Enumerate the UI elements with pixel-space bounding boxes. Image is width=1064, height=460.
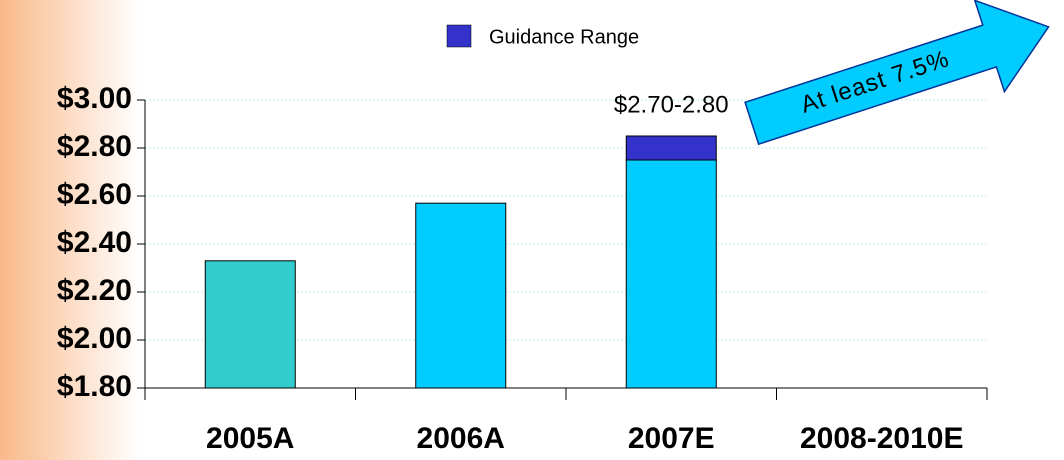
- x-tick-label: 2005A: [206, 422, 294, 455]
- bar: [625, 135, 717, 161]
- bar: [204, 260, 296, 389]
- y-tick-label: $2.80: [57, 130, 132, 163]
- legend-swatch: [446, 24, 472, 48]
- legend-label: Guidance Range: [489, 26, 639, 48]
- x-tick-label: 2006A: [417, 422, 505, 455]
- y-tick-label: $2.20: [57, 274, 132, 307]
- growth-arrow: At least 7.5%: [744, 0, 1050, 146]
- bar: [625, 159, 717, 389]
- y-tick-label: $1.80: [57, 370, 132, 403]
- background: [0, 0, 140, 460]
- arrow-shape: [744, 0, 1050, 146]
- y-tick-label: $2.00: [57, 322, 132, 355]
- y-tick-label: $2.60: [57, 178, 132, 211]
- bar: [415, 202, 507, 389]
- y-tick-label: $3.00: [57, 82, 132, 115]
- x-tick-label: 2008-2010E: [800, 422, 963, 455]
- x-tick-label: 2007E: [628, 422, 715, 455]
- data-label: $2.70-2.80: [614, 91, 729, 118]
- y-tick-label: $2.40: [57, 226, 132, 259]
